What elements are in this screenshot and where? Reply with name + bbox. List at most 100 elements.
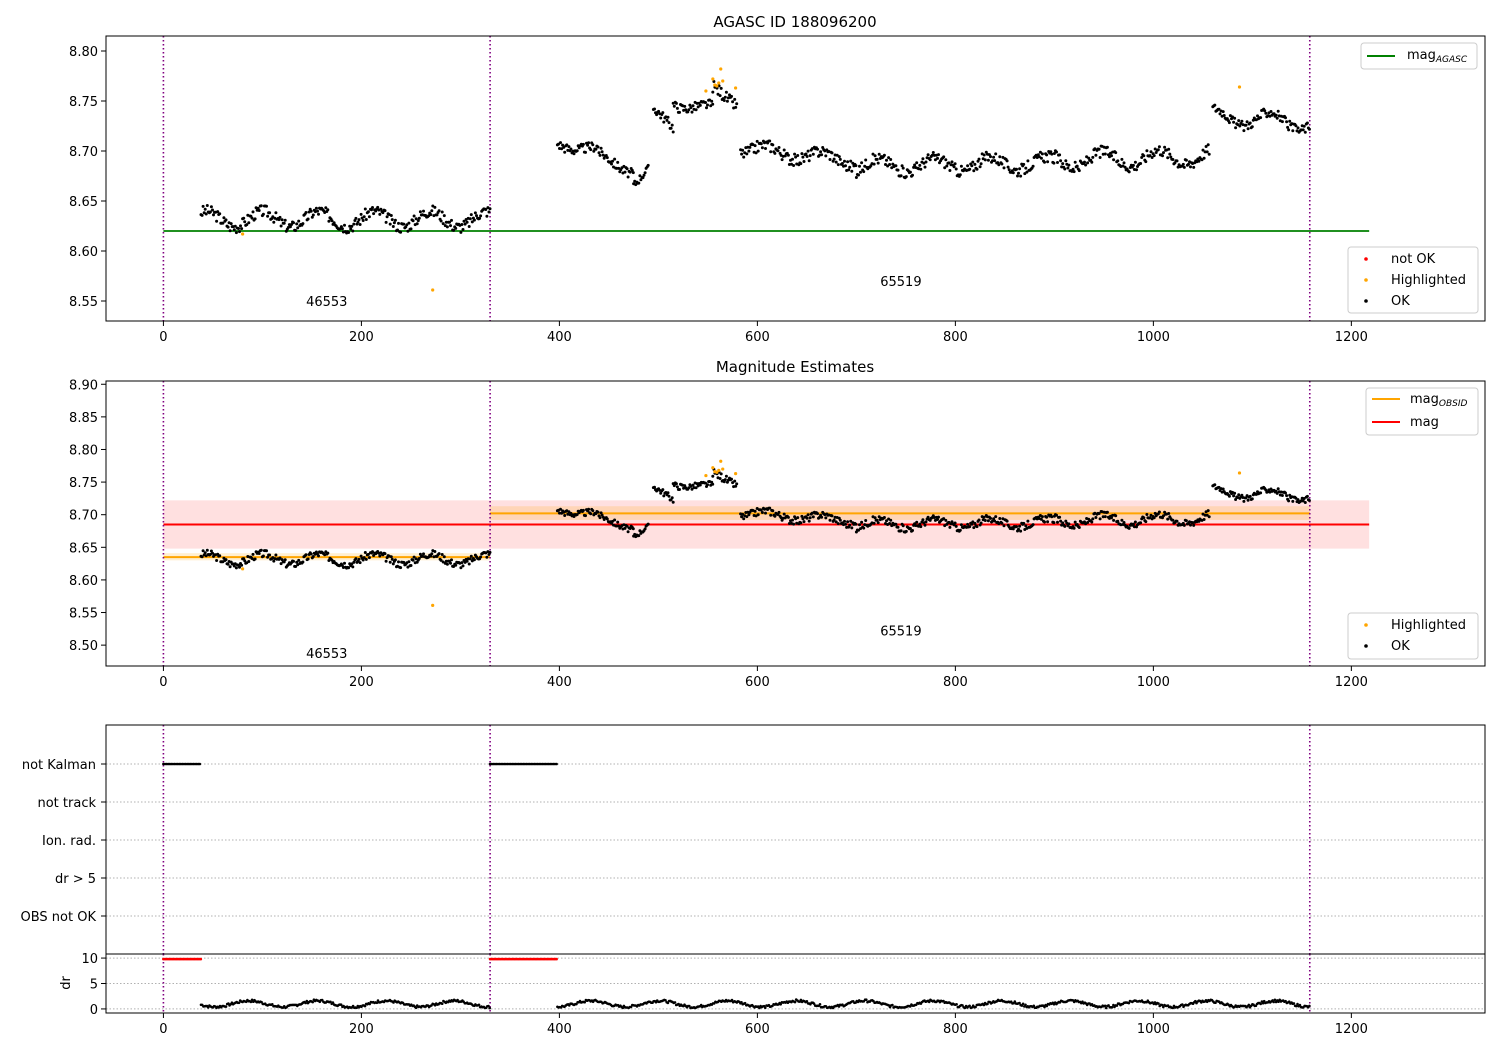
ok-point [383,552,387,556]
ok-point [919,525,923,529]
highlighted-point [241,232,245,236]
ok-point [228,229,232,233]
ok-point [923,165,927,169]
dr-point [1295,1004,1298,1008]
ok-point [828,518,832,522]
ok-point [469,554,473,558]
ok-point [1302,124,1306,128]
ok-point [888,522,892,525]
ok-point [670,496,674,500]
ok-point [799,521,803,525]
ok-point [954,524,958,528]
ok-point [1055,513,1058,517]
ok-point [1025,170,1029,174]
ok-point [1097,512,1101,515]
ok-point [280,218,284,222]
ok-point [992,155,996,159]
x-tick-label: 600 [745,330,770,345]
ok-point [891,162,895,166]
dr-point [730,998,734,1002]
ok-point [782,512,786,516]
ok-point [631,171,635,175]
ok-point [755,139,759,143]
ok-point [1148,154,1152,158]
panel2-frame [105,380,1486,667]
ok-point [1157,510,1161,514]
ok-point [1059,159,1063,163]
ok-point [670,123,674,127]
ok-point [1197,159,1201,163]
ok-point [723,478,727,482]
dr-point [1298,1003,1302,1007]
ok-point [1152,154,1156,158]
ok-point [363,551,367,554]
ok-point [209,205,213,209]
ok-point [385,215,389,219]
ok-point [675,106,679,110]
ok-point [1064,159,1068,163]
ok-point [1114,514,1118,518]
ok-point [343,561,346,565]
ok-point [1233,491,1237,495]
dr-point [1157,1002,1160,1005]
ok-point [741,148,745,152]
ok-point [1024,166,1028,170]
ok-point [1288,119,1292,123]
ok-point [261,212,265,216]
ok-point [876,521,880,525]
ok-point [317,554,320,558]
ok-point [389,555,393,559]
ok-point [314,206,318,210]
ok-point [205,204,209,207]
ok-point [292,221,295,225]
ok-point [975,167,979,171]
ok-point [733,479,737,483]
ok-point [683,104,687,108]
ok-point [1098,517,1102,521]
dr-panel: 0 200 400 600 800 1000 1200 0 5 10 dr [59,952,1486,1037]
magnitude-estimates-panel: Magnitude Estimates 46553 65519 0 200 400 60… [69,358,1486,690]
ok-point [954,167,958,171]
ok-point [1075,164,1079,168]
ok-point [747,149,751,153]
x-tick-label: 200 [349,330,374,345]
ok-point [569,147,573,151]
ok-point [605,517,609,521]
highlighted-point [1237,85,1242,89]
x-tick-label: 600 [745,675,770,690]
ok-point [1168,152,1172,156]
ok-point [306,217,310,221]
ok-point [310,215,314,219]
dr-point [986,1002,989,1006]
ok-point [1005,519,1009,523]
obsid-label: 46553 [306,295,347,310]
ok-point [397,560,400,564]
ok-point [470,220,474,224]
ok-point [366,210,370,214]
ok-point [834,160,838,164]
ok-point [741,512,745,516]
ok-point [1207,152,1211,156]
ok-point [983,158,987,162]
ok-point [820,515,824,519]
ok-point [1039,156,1043,160]
ok-point [882,153,886,157]
flag-category-label: dr > 5 [55,872,96,887]
ok-point [838,518,842,522]
dr-point [1043,1005,1046,1009]
ok-point [485,555,489,559]
ok-point [1031,523,1035,527]
ok-point [422,552,425,556]
panel4-plot-area [106,954,1485,1013]
ok-point [415,222,419,226]
ok-point [1163,145,1167,149]
ok-point [628,170,632,174]
ok-point [918,163,922,167]
ok-point [234,231,238,235]
dr-point [688,1004,691,1008]
ok-point [445,225,449,229]
ok-point [694,486,698,490]
ok-point [805,516,809,520]
dr-point [1160,1003,1164,1007]
ok-point [388,222,392,226]
